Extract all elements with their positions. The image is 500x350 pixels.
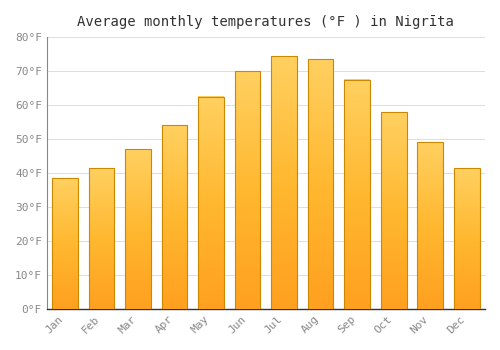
Bar bbox=[454, 168, 479, 309]
Bar bbox=[272, 56, 297, 309]
Bar bbox=[52, 178, 78, 309]
Bar bbox=[381, 112, 406, 309]
Bar bbox=[198, 97, 224, 309]
Bar bbox=[344, 79, 370, 309]
Bar bbox=[418, 142, 443, 309]
Bar bbox=[308, 59, 334, 309]
Bar bbox=[162, 125, 188, 309]
Bar bbox=[89, 168, 114, 309]
Title: Average monthly temperatures (°F ) in Nigrīta: Average monthly temperatures (°F ) in Ni… bbox=[78, 15, 454, 29]
Bar bbox=[126, 149, 151, 309]
Bar bbox=[235, 71, 260, 309]
